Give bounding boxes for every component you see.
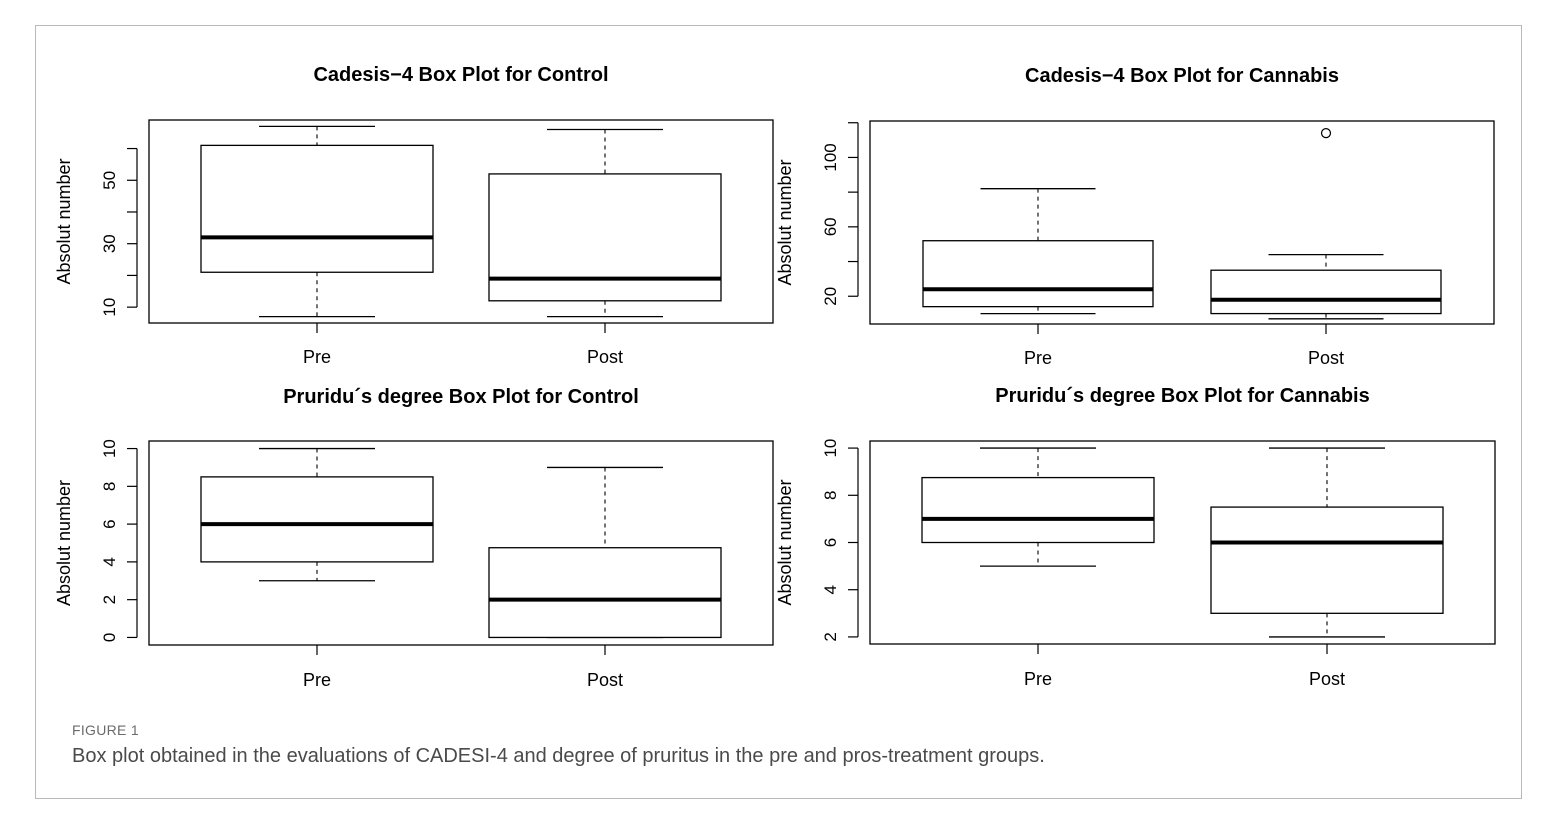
y-axis-label: Absolut number	[54, 480, 74, 606]
y-tick-label: 100	[821, 143, 840, 171]
y-tick-label: 8	[100, 482, 119, 491]
box-plot-panel-2: Cadesis−4 Box Plot for Cannabis 20 60 100 Ab…	[775, 65, 1495, 368]
box-iqr	[1210, 506, 1444, 614]
box-plot-panel-4: Pruridu´s degree Box Plot for Cannabis 2 4…	[775, 385, 1496, 689]
plot-frame	[148, 119, 774, 324]
y-tick-label: 4	[821, 585, 840, 594]
chart-title: Cadesis−4 Box Plot for Control	[313, 64, 608, 86]
y-tick-label: 10	[100, 439, 119, 458]
y-tick-label: 10	[821, 439, 840, 458]
box-post	[488, 466, 722, 639]
y-tick-label: 2	[821, 632, 840, 641]
box-iqr	[922, 240, 1154, 308]
chart-title: Pruridu´s degree Box Plot for Cannabis	[995, 385, 1370, 407]
box-pre	[921, 447, 1155, 567]
box-iqr	[488, 173, 722, 302]
box-pre	[200, 125, 434, 318]
x-tick-label: Post	[1309, 669, 1345, 689]
chart-title: Cadesis−4 Box Plot for Cannabis	[1025, 65, 1339, 87]
y-tick-label: 60	[821, 217, 840, 236]
box-iqr	[488, 547, 722, 639]
x-tick-label: Pre	[1024, 669, 1052, 689]
y-tick-label: 2	[100, 595, 119, 604]
y-tick-label: 4	[100, 557, 119, 566]
y-tick-label: 50	[100, 171, 119, 190]
y-tick-label: 0	[100, 633, 119, 642]
box-post	[1210, 253, 1442, 320]
x-tick-label: Pre	[1024, 348, 1052, 368]
box-post	[488, 128, 722, 318]
y-tick-label: 30	[100, 234, 119, 253]
y-axis-label: Absolut number	[775, 159, 795, 285]
figure-label: FIGURE 1	[72, 722, 139, 738]
y-axis-label: Absolut number	[775, 479, 795, 605]
x-tick-label: Post	[587, 670, 623, 690]
y-tick-label: 20	[821, 287, 840, 306]
box-post	[1210, 447, 1444, 638]
y-axis-label: Absolut number	[54, 158, 74, 284]
x-tick-label: Pre	[303, 670, 331, 690]
plot-frame	[869, 440, 1496, 645]
x-tick-label: Pre	[303, 347, 331, 367]
chart-title: Pruridu´s degree Box Plot for Control	[283, 386, 639, 408]
x-tick-label: Post	[587, 347, 623, 367]
plot-frame	[148, 440, 774, 646]
y-tick-label: 10	[100, 298, 119, 317]
y-tick-label: 8	[821, 491, 840, 500]
box-iqr	[921, 476, 1155, 544]
plot-frame	[869, 120, 1495, 325]
y-tick-label: 6	[100, 519, 119, 528]
outlier-point	[1320, 128, 1332, 139]
box-plot-panel-1: Cadesis−4 Box Plot for Control 10 30 50 Abso…	[54, 64, 774, 367]
box-pre	[200, 447, 434, 582]
x-tick-label: Post	[1308, 348, 1344, 368]
box-iqr	[200, 476, 434, 563]
y-tick-label: 6	[821, 538, 840, 547]
figure-caption: Box plot obtained in the evaluations of …	[72, 745, 1045, 767]
box-plot-panel-3: Pruridu´s degree Box Plot for Control 0 2 4…	[54, 386, 774, 690]
box-iqr	[1210, 269, 1442, 315]
box-iqr	[200, 144, 434, 273]
box-pre	[922, 188, 1154, 315]
